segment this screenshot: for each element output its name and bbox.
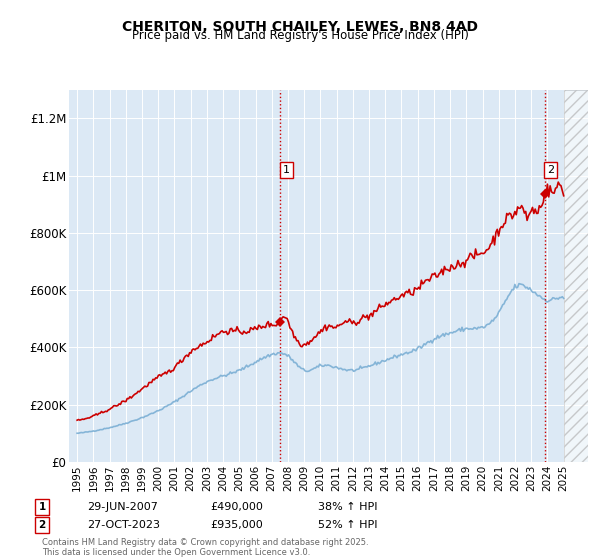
Text: 1: 1	[38, 502, 46, 512]
Text: 38% ↑ HPI: 38% ↑ HPI	[318, 502, 377, 512]
Text: 52% ↑ HPI: 52% ↑ HPI	[318, 520, 377, 530]
Bar	[563, 90, 588, 462]
Text: 1: 1	[283, 165, 290, 175]
Text: 29-JUN-2007: 29-JUN-2007	[87, 502, 158, 512]
Text: Contains HM Land Registry data © Crown copyright and database right 2025.
This d: Contains HM Land Registry data © Crown c…	[42, 538, 368, 557]
Text: £490,000: £490,000	[210, 502, 263, 512]
Text: 27-OCT-2023: 27-OCT-2023	[87, 520, 160, 530]
Text: Price paid vs. HM Land Registry's House Price Index (HPI): Price paid vs. HM Land Registry's House …	[131, 29, 469, 42]
Text: 2: 2	[38, 520, 46, 530]
Text: 2: 2	[547, 165, 554, 175]
Text: CHERITON, SOUTH CHAILEY, LEWES, BN8 4AD: CHERITON, SOUTH CHAILEY, LEWES, BN8 4AD	[122, 20, 478, 34]
Text: £935,000: £935,000	[210, 520, 263, 530]
